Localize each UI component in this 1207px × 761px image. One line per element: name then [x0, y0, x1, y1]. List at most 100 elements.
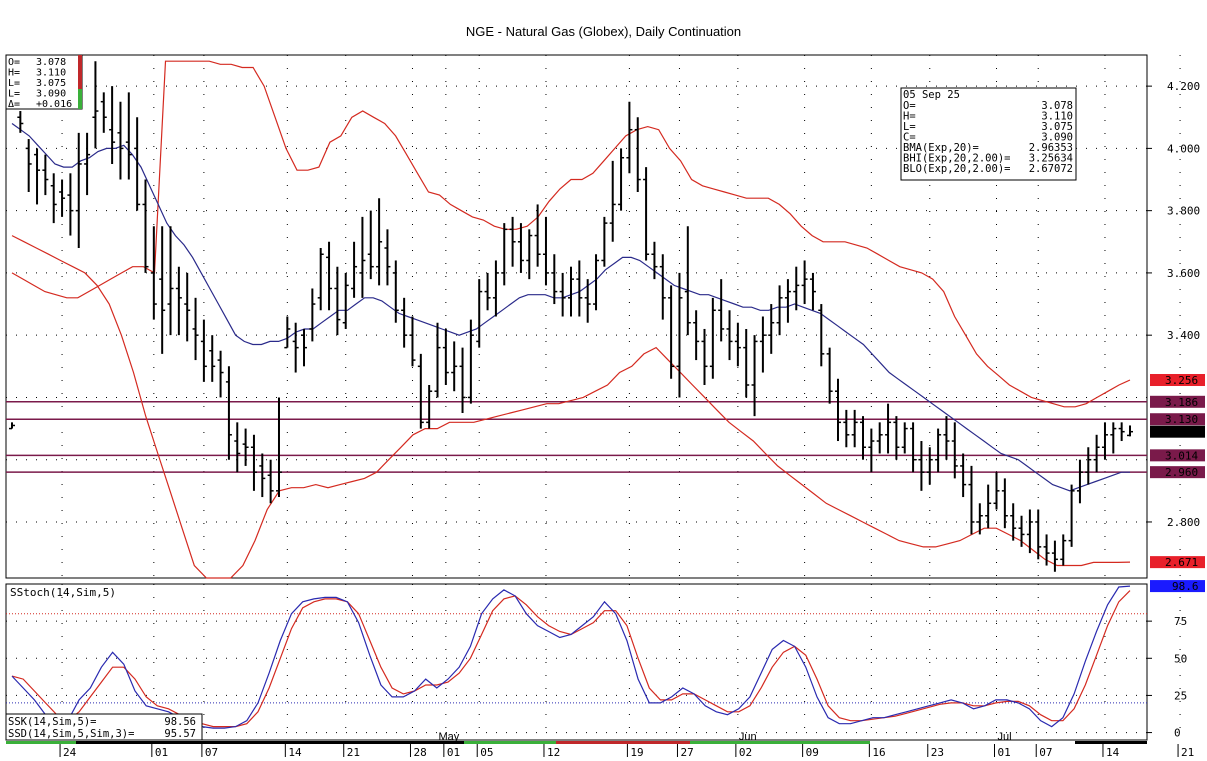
stoch-tick-label: 50: [1174, 652, 1187, 665]
ohlc-bar: [59, 179, 66, 217]
date-label: 12: [547, 746, 560, 759]
ssd-readout-value: 95.57: [164, 728, 196, 740]
ohlc-color-strip: [78, 89, 82, 109]
ohlc-bar: [442, 328, 449, 385]
ohlc-bar: [434, 322, 441, 398]
price-label-text: 3.130: [1165, 413, 1198, 426]
price-tick-label: 2.800: [1167, 516, 1200, 529]
ohlc-bar: [793, 266, 800, 311]
ssk-readout-value: 98.56: [164, 716, 196, 728]
price-label-box: [1150, 449, 1205, 462]
price-label-box: [1150, 466, 1205, 479]
ohlc-bar: [1068, 484, 1075, 547]
info-box-value: 3.110: [1041, 111, 1073, 123]
ohlc-bar: [960, 453, 967, 498]
ohlc-bar: [901, 422, 908, 454]
ohlc-readout-value: 3.078: [36, 57, 66, 68]
ohlc-bar: [609, 160, 616, 242]
ohlc-bar: [584, 279, 591, 323]
ohlc-bar: [559, 272, 566, 317]
ohlc-bar: [50, 173, 57, 224]
date-label: 21: [347, 746, 360, 759]
date-strip-segment: [76, 741, 280, 744]
date-label: 07: [1039, 746, 1052, 759]
date-strip-segment: [690, 741, 870, 744]
ohlc-bar: [509, 216, 516, 267]
ohlc-bar: [225, 366, 232, 460]
ohlc-bar: [618, 148, 625, 211]
month-label: Jun: [739, 731, 757, 743]
price-label-box: [1150, 425, 1205, 438]
ohlc-bar: [392, 260, 399, 323]
ohlc-readout-key: O=: [8, 57, 20, 68]
ohlc-bar: [1043, 534, 1050, 566]
ohlc-readout-value: 3.075: [36, 78, 66, 89]
ohlc-bar: [593, 254, 600, 311]
stoch-tick-label: 75: [1174, 615, 1187, 628]
stoch-current-text: 98.6: [1172, 580, 1199, 593]
ohlc-bar: [985, 484, 992, 529]
ohlc-bar: [1010, 503, 1017, 541]
ohlc-bar: [826, 347, 833, 404]
ohlc-bar: [851, 409, 858, 448]
ohlc-bar: [784, 279, 791, 323]
ohlc-bar: [684, 226, 691, 336]
ohlc-readout-key: Δ=: [8, 99, 20, 110]
date-label: 05: [480, 746, 493, 759]
ohlc-bar: [776, 285, 783, 336]
ohlc-bar: [676, 272, 683, 398]
ssd-readout-label: SSD(14,Sim,5,Sim,3)=: [8, 728, 134, 740]
ohlc-bar: [517, 223, 524, 273]
price-tick-label: 3.400: [1167, 329, 1200, 342]
price-tick-label: 3.800: [1167, 205, 1200, 218]
price-label-text: 2.671: [1165, 556, 1198, 569]
ohlc-bar: [1118, 422, 1125, 442]
date-label: 23: [931, 746, 944, 759]
date-label: 21: [1181, 746, 1194, 759]
ohlc-bar: [751, 335, 758, 417]
ohlc-bar: [860, 416, 867, 460]
bollinger-lower-line: [11, 235, 1131, 579]
ohlc-bar: [809, 272, 816, 311]
ohlc-bar: [217, 350, 224, 398]
ohlc-readout-value: 3.110: [36, 68, 66, 79]
ohlc-bar: [918, 441, 925, 491]
ohlc-bar: [484, 272, 491, 311]
ohlc-bar: [951, 422, 958, 479]
ohlc-bar: [576, 260, 583, 317]
date-label: 19: [630, 746, 643, 759]
ohlc-bar: [459, 347, 466, 414]
ohlc-bar: [25, 139, 32, 192]
info-box-label: L=: [903, 121, 916, 133]
ohlc-bar: [1110, 422, 1117, 454]
ohlc-bar: [968, 465, 975, 535]
stoch-current-box: [1150, 580, 1205, 593]
ohlc-bar: [1093, 434, 1100, 473]
ohlc-bar: [125, 92, 132, 180]
ohlc-readout-box: [5, 54, 83, 110]
chart-title: NGE - Natural Gas (Globex), Daily Contin…: [465, 24, 742, 39]
ohlc-bar: [876, 422, 883, 454]
ohlc-bar: [868, 428, 875, 473]
ohlc-bar: [384, 229, 391, 286]
ohlc-bar: [801, 260, 808, 305]
ohlc-bar: [709, 297, 716, 379]
ohlc-bar: [192, 297, 199, 361]
info-box-label: H=: [903, 111, 916, 123]
date-label: 14: [1106, 746, 1120, 759]
ohlc-bar: [734, 322, 741, 367]
ohlc-bar: [759, 316, 766, 373]
info-box-label: BHI(Exp,20,2.00)=: [903, 153, 1010, 165]
info-box-label: C=: [903, 132, 916, 144]
ohlc-bar: [292, 322, 299, 373]
ohlc-bar: [551, 254, 558, 305]
ohlc-bar: [1018, 515, 1025, 547]
ohlc-bar: [993, 472, 1000, 510]
bollinger-upper-line: [11, 60, 1131, 408]
date-label: 01: [447, 746, 460, 759]
ohlc-readout-key: L=: [8, 89, 20, 100]
ohlc-bar: [284, 316, 291, 349]
ohlc-bar: [326, 241, 333, 311]
ohlc-bar: [42, 154, 49, 196]
